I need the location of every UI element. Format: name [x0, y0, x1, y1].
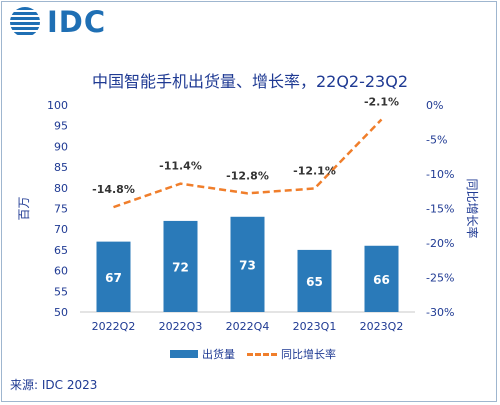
legend-swatch-line	[247, 352, 277, 356]
y-tick-label: 95	[54, 120, 68, 133]
y-tick-label: 80	[54, 182, 68, 195]
bar	[163, 220, 198, 312]
y-tick-label: 50	[54, 306, 68, 319]
y-tick-label: 90	[54, 140, 68, 153]
legend: 出货量 同比增长率	[0, 346, 500, 362]
growth-value-label: -11.4%	[159, 160, 202, 173]
globe-icon	[10, 7, 40, 35]
growth-line	[113, 118, 383, 209]
bar	[364, 245, 399, 312]
growth-value-label: -2.1%	[364, 95, 399, 108]
y2-tick-label: -20%	[426, 237, 454, 250]
y2-tick-label: -25%	[426, 272, 454, 285]
legend-label-shipments: 出货量	[202, 348, 235, 361]
chart-title: 中国智能手机出货量、增长率，22Q2-23Q2	[91, 72, 409, 91]
bar-value-label: 65	[306, 275, 323, 289]
y-tick-label: 70	[54, 223, 68, 236]
legend-label-growth: 同比增长率	[281, 348, 336, 361]
growth-value-label: -14.8%	[92, 183, 135, 196]
y2-axis-title: 同比增长率	[465, 178, 480, 238]
bar-value-label: 67	[105, 271, 122, 285]
x-tick-label: 2022Q2	[92, 320, 136, 333]
growth-value-label: -12.1%	[293, 164, 336, 177]
y2-tick-label: -5%	[426, 134, 447, 147]
x-tick-label: 2023Q2	[360, 320, 404, 333]
y-tick-label: 60	[54, 265, 68, 278]
y-tick-label: 75	[54, 203, 68, 216]
y2-tick-label: -30%	[426, 306, 454, 319]
bar-value-label: 73	[239, 258, 256, 272]
bar-value-label: 72	[172, 260, 189, 274]
logo-text: IDC	[47, 5, 107, 39]
y2-tick-label: -15%	[426, 203, 454, 216]
y-tick-label: 55	[54, 285, 68, 298]
y-axis-title: 百万	[17, 196, 31, 220]
legend-item-shipments: 出货量	[170, 346, 235, 362]
bar-value-label: 66	[373, 273, 390, 287]
bar	[297, 249, 332, 312]
x-tick-label: 2022Q4	[226, 320, 270, 333]
y-tick-label: 65	[54, 244, 68, 257]
x-tick-label: 2023Q1	[293, 320, 337, 333]
bar	[96, 241, 131, 312]
y2-tick-label: 0%	[426, 99, 443, 112]
y-tick-label: 100	[47, 99, 68, 112]
idc-logo: IDC	[8, 5, 107, 39]
source-note: 来源: IDC 2023	[10, 378, 98, 392]
y-tick-label: 85	[54, 161, 68, 174]
legend-item-growth: 同比增长率	[247, 346, 336, 362]
x-tick-label: 2022Q3	[159, 320, 203, 333]
legend-swatch-bar	[170, 350, 198, 358]
growth-value-label: -12.8%	[226, 169, 269, 182]
bar	[230, 216, 265, 312]
y2-tick-label: -10%	[426, 168, 454, 181]
